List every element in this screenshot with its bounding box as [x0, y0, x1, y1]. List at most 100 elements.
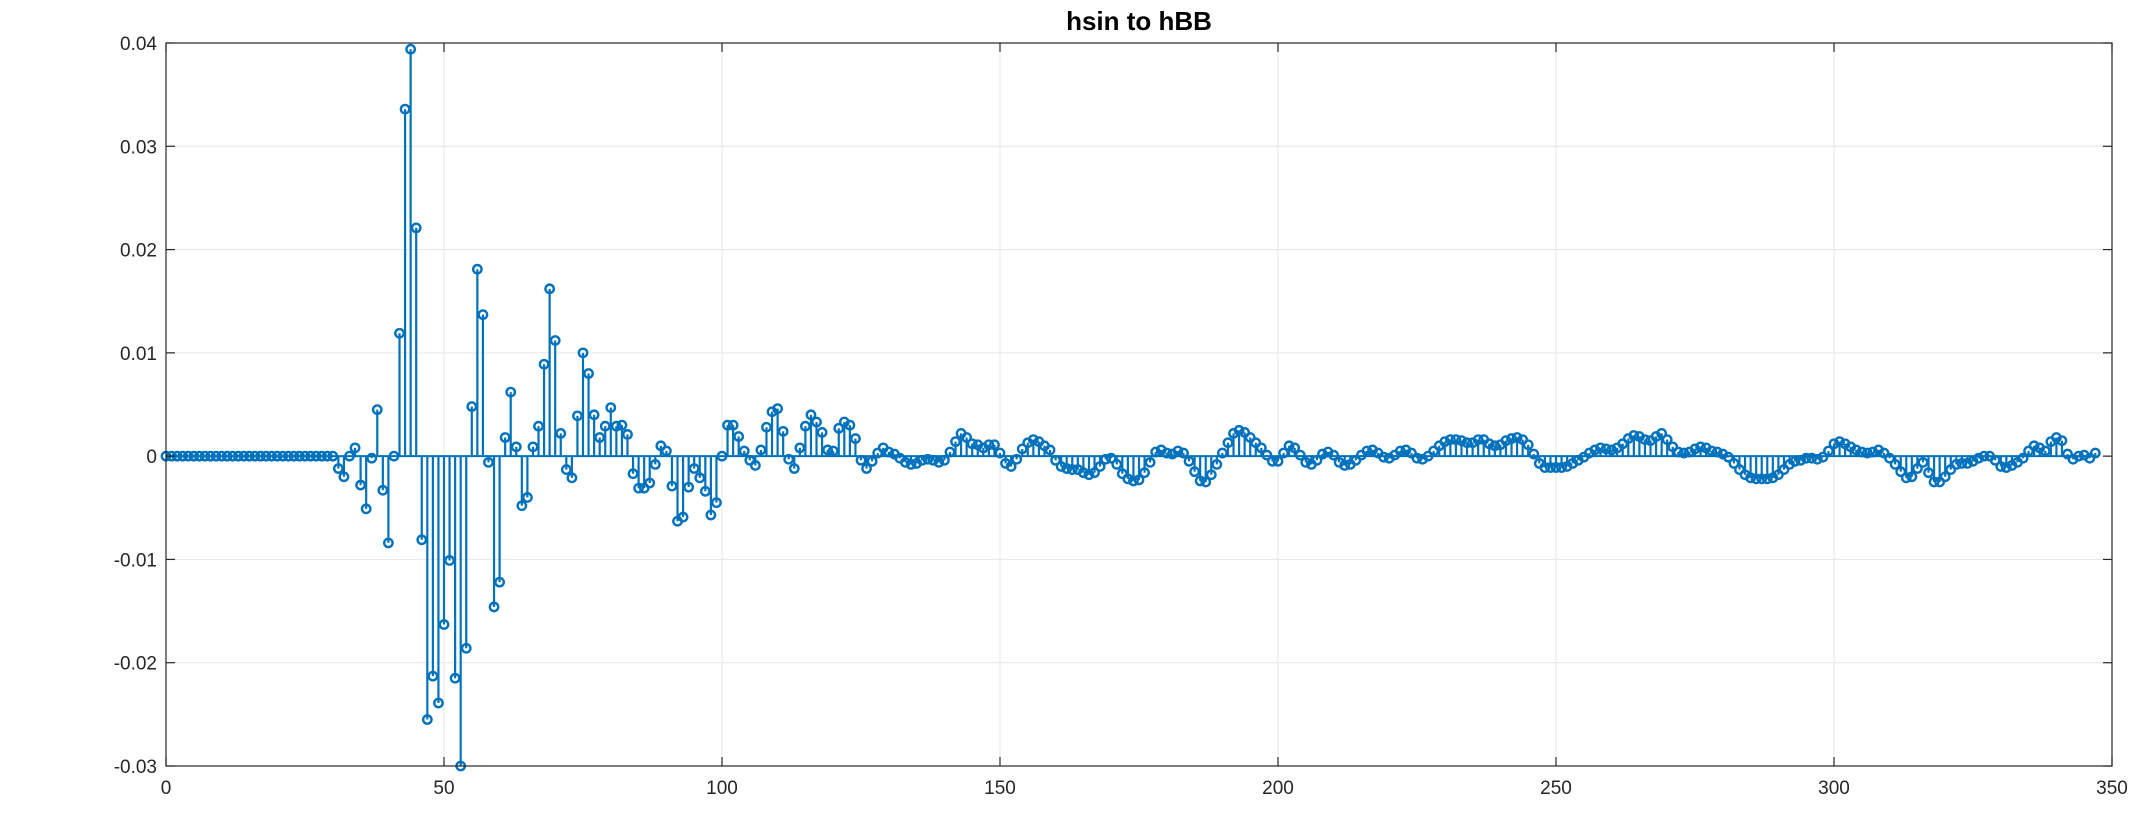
stem-marker: [355, 479, 366, 491]
stem-marker: [1066, 464, 1078, 475]
stem-marker: [583, 368, 594, 379]
stem-marker: [772, 403, 783, 415]
stem-marker: [1539, 462, 1551, 473]
stem-marker: [449, 672, 461, 684]
stem-marker: [594, 432, 606, 443]
stem-marker: [1589, 444, 1601, 456]
stem-marker: [1100, 453, 1112, 465]
stem-marker: [282, 450, 294, 462]
stem-marker: [1706, 445, 1718, 457]
y-tick-label: -0.01: [114, 550, 157, 571]
stem-marker: [555, 428, 567, 439]
stem-marker: [1522, 439, 1534, 451]
stem-marker: [1461, 437, 1473, 449]
stem-marker: [1294, 449, 1306, 461]
stem-marker: [266, 450, 278, 462]
x-tick-label: 350: [2096, 778, 2128, 799]
stem-marker: [761, 421, 772, 433]
stem-marker: [788, 463, 800, 474]
stem-marker: [1011, 453, 1023, 465]
stem-marker: [299, 450, 311, 462]
stem-marker: [1411, 452, 1423, 464]
stem-marker: [560, 464, 572, 475]
stem-marker: [1545, 462, 1556, 473]
stem-marker: [1050, 454, 1062, 466]
stem-marker: [1811, 453, 1823, 465]
stem-marker: [827, 445, 839, 457]
stem-marker: [1745, 472, 1757, 484]
stem-marker: [1005, 461, 1017, 472]
stem-marker: [1956, 457, 1968, 469]
stem-marker: [900, 456, 911, 468]
stem-marker: [588, 409, 600, 421]
stem-marker: [1122, 473, 1134, 485]
stem-marker: [1867, 446, 1879, 458]
stem-marker: [1962, 457, 1973, 469]
stem-marker: [1339, 460, 1351, 471]
stem-marker: [1483, 438, 1495, 450]
stem-marker: [1639, 434, 1651, 446]
stem-marker: [243, 450, 255, 462]
stem-marker: [966, 438, 978, 450]
stem-marker: [477, 309, 489, 321]
stem-marker: [260, 450, 272, 462]
stem-marker: [811, 416, 822, 428]
stem-marker: [1595, 442, 1606, 454]
stem-marker: [994, 447, 1006, 459]
stem-marker: [883, 446, 895, 458]
stem-marker: [2073, 450, 2085, 462]
stem-marker: [338, 471, 350, 483]
stem-marker: [221, 450, 233, 462]
stem-marker: [844, 419, 856, 431]
stem-marker: [855, 454, 867, 466]
stem-marker: [288, 450, 300, 462]
stem-marker: [1128, 475, 1139, 487]
stem-marker: [321, 450, 333, 462]
stem-marker: [499, 432, 511, 443]
stem-marker: [1689, 443, 1701, 455]
stem-marker: [1528, 448, 1540, 460]
stem-marker: [193, 450, 205, 462]
stem-marker: [950, 436, 961, 448]
stem-marker: [516, 500, 528, 512]
stem-marker: [1995, 461, 2007, 472]
stem-marker: [1217, 447, 1228, 459]
stem-marker: [277, 450, 289, 462]
stem-marker: [1361, 445, 1373, 457]
stem-marker: [1761, 473, 1773, 485]
stem-marker: [1711, 446, 1723, 458]
stem-marker: [800, 420, 811, 432]
stem-marker: [1111, 459, 1123, 470]
stem-marker: [961, 432, 973, 443]
stem-marker: [1261, 449, 1273, 461]
stem-marker: [705, 509, 717, 521]
stem-marker: [627, 468, 639, 480]
stem-marker: [1600, 443, 1612, 455]
stem-marker: [1078, 467, 1089, 479]
stem-marker: [1906, 471, 1918, 483]
stem-marker: [833, 422, 845, 434]
stem-marker: [1144, 456, 1156, 468]
stem-marker: [471, 263, 483, 275]
stem-marker: [1105, 452, 1117, 464]
stem-marker: [2089, 447, 2101, 459]
stem-marker: [182, 450, 194, 462]
stem-marker: [850, 433, 861, 444]
stem-marker: [1444, 434, 1456, 446]
stem-marker: [1272, 455, 1284, 467]
plot-area: [166, 43, 2112, 766]
stem-marker: [1856, 446, 1868, 458]
x-tick-label: 150: [984, 778, 1016, 799]
stem-marker: [2000, 462, 2012, 473]
stem-marker: [666, 480, 678, 492]
stem-marker: [394, 327, 405, 339]
stem-marker: [1205, 469, 1217, 481]
stem-marker: [633, 482, 644, 494]
stem-marker: [360, 503, 372, 515]
stem-marker: [199, 450, 211, 462]
stem-marker: [1978, 450, 1990, 462]
stem-marker: [1661, 434, 1673, 446]
stem-marker: [699, 485, 711, 497]
stem-marker: [310, 450, 322, 462]
